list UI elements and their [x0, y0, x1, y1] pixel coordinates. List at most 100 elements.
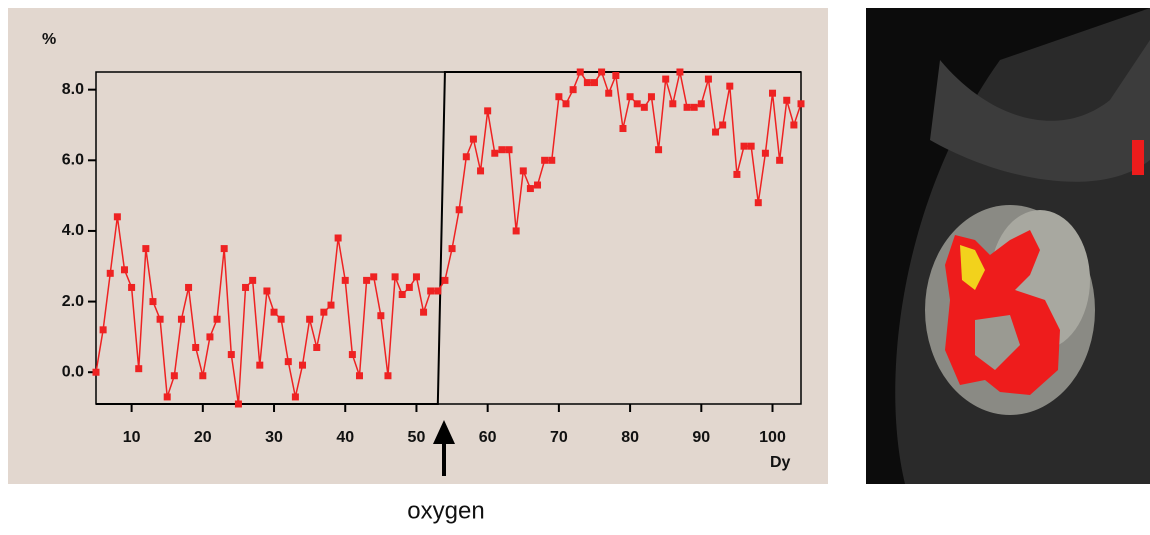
data-point	[726, 82, 734, 90]
data-point	[284, 358, 292, 366]
data-point	[441, 276, 449, 284]
data-point	[612, 72, 620, 80]
x-tick-label: 10	[123, 429, 141, 446]
data-point	[270, 308, 278, 316]
data-point	[213, 315, 221, 323]
data-point	[249, 276, 257, 284]
x-tick-label: 90	[692, 429, 710, 446]
data-point	[412, 273, 420, 281]
data-point	[199, 372, 207, 380]
data-point	[619, 125, 627, 133]
data-point	[790, 121, 798, 129]
data-point	[398, 291, 406, 299]
data-point	[541, 156, 549, 164]
data-point	[662, 75, 670, 83]
data-point	[690, 103, 698, 111]
data-point	[170, 372, 178, 380]
data-point	[128, 283, 136, 291]
x-tick-label: 20	[194, 429, 212, 446]
data-point	[434, 287, 442, 295]
data-point	[647, 93, 655, 101]
y-tick-label: 8.0	[62, 81, 84, 98]
data-point	[761, 149, 769, 157]
data-point	[519, 167, 527, 175]
data-point	[669, 100, 677, 108]
data-point	[626, 93, 634, 101]
data-point	[477, 167, 485, 175]
data-point	[676, 68, 684, 76]
data-point	[313, 343, 321, 351]
data-point	[363, 276, 371, 284]
data-point	[149, 298, 157, 306]
data-point	[120, 266, 128, 274]
data-point	[462, 153, 470, 161]
data-point	[334, 234, 342, 242]
data-point	[206, 333, 214, 341]
data-point	[234, 400, 242, 408]
data-point	[569, 86, 577, 94]
data-point	[526, 185, 534, 193]
x-tick-label: 80	[621, 429, 639, 446]
data-point	[719, 121, 727, 129]
data-point	[712, 128, 720, 136]
data-point	[291, 393, 299, 401]
data-point	[740, 142, 748, 150]
data-point	[327, 301, 335, 309]
data-point	[754, 199, 762, 207]
data-point	[655, 146, 663, 154]
arrow-head	[433, 420, 455, 444]
data-point	[548, 156, 556, 164]
data-point	[512, 227, 520, 235]
data-point	[355, 372, 363, 380]
data-point	[227, 351, 235, 359]
annotation: oxygen	[407, 497, 484, 524]
y-tick-label: 0.0	[62, 363, 84, 380]
data-point	[484, 107, 492, 115]
data-point	[420, 308, 428, 316]
x-tick-label: 60	[479, 429, 497, 446]
data-point	[135, 365, 143, 373]
data-point	[142, 245, 150, 253]
data-point	[783, 96, 791, 104]
data-point	[704, 75, 712, 83]
x-axis-label: Dy	[770, 454, 791, 471]
data-point	[697, 100, 705, 108]
data-point	[106, 269, 114, 277]
data-point	[377, 312, 385, 320]
data-point	[534, 181, 542, 189]
data-point	[277, 315, 285, 323]
data-point	[192, 343, 200, 351]
data-point	[747, 142, 755, 150]
data-point	[733, 170, 741, 178]
y-tick-label: 6.0	[62, 152, 84, 169]
data-point	[341, 276, 349, 284]
x-tick-label: 70	[550, 429, 568, 446]
data-point	[185, 283, 193, 291]
y-tick-label: 4.0	[62, 222, 84, 239]
data-point	[583, 79, 591, 87]
data-point	[491, 149, 499, 157]
data-point	[156, 315, 164, 323]
data-point	[220, 245, 228, 253]
data-point	[113, 213, 121, 221]
data-point	[505, 146, 513, 154]
data-point	[590, 79, 598, 87]
data-point	[797, 100, 805, 108]
data-point	[370, 273, 378, 281]
x-tick-label: 100	[759, 429, 786, 446]
data-point	[299, 361, 307, 369]
x-tick-label: 40	[336, 429, 354, 446]
step-line	[96, 71, 801, 405]
y-tick-label: 2.0	[62, 293, 84, 310]
data-point	[320, 308, 328, 316]
data-point	[163, 393, 171, 401]
mri-image	[866, 8, 1150, 484]
x-tick-label: 30	[265, 429, 283, 446]
data-point	[405, 283, 413, 291]
data-point	[776, 156, 784, 164]
data-point	[177, 315, 185, 323]
data-point	[384, 372, 392, 380]
data-point	[92, 368, 100, 376]
data-point	[605, 89, 613, 97]
